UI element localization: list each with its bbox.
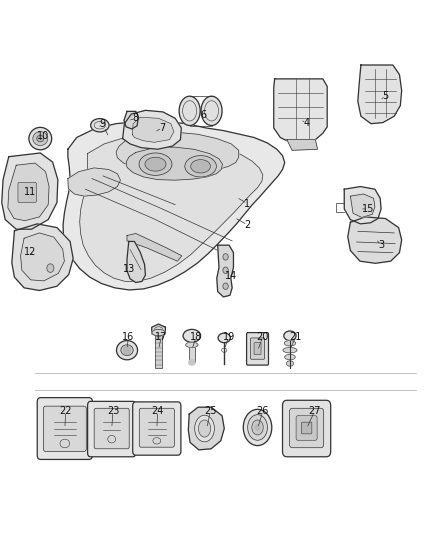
Polygon shape xyxy=(12,224,73,290)
Ellipse shape xyxy=(185,156,216,177)
Ellipse shape xyxy=(248,415,267,440)
Polygon shape xyxy=(188,407,224,450)
Text: 7: 7 xyxy=(159,123,165,133)
Polygon shape xyxy=(21,233,64,281)
Ellipse shape xyxy=(183,329,201,342)
Polygon shape xyxy=(2,153,58,229)
Polygon shape xyxy=(63,122,285,290)
Circle shape xyxy=(223,254,228,260)
Text: 6: 6 xyxy=(201,110,207,119)
Ellipse shape xyxy=(186,342,198,348)
Ellipse shape xyxy=(285,354,295,360)
Ellipse shape xyxy=(139,153,172,175)
Ellipse shape xyxy=(191,160,211,173)
Text: 15: 15 xyxy=(362,204,374,214)
Ellipse shape xyxy=(218,333,230,343)
FancyBboxPatch shape xyxy=(94,408,129,449)
Text: 24: 24 xyxy=(152,407,164,416)
Polygon shape xyxy=(127,241,145,282)
Polygon shape xyxy=(358,65,402,124)
Polygon shape xyxy=(348,217,402,263)
Text: 17: 17 xyxy=(155,332,167,342)
Text: 1: 1 xyxy=(244,199,251,208)
Polygon shape xyxy=(123,110,181,149)
Text: 13: 13 xyxy=(123,264,135,273)
Polygon shape xyxy=(127,233,182,261)
Text: 22: 22 xyxy=(60,407,72,416)
Ellipse shape xyxy=(286,361,293,366)
Polygon shape xyxy=(124,111,138,129)
Ellipse shape xyxy=(283,348,297,353)
Ellipse shape xyxy=(284,331,296,341)
Text: 8: 8 xyxy=(133,114,139,123)
FancyBboxPatch shape xyxy=(88,401,136,457)
Text: 14: 14 xyxy=(225,271,237,280)
Polygon shape xyxy=(350,194,375,217)
FancyBboxPatch shape xyxy=(254,343,261,354)
Polygon shape xyxy=(126,147,223,180)
Ellipse shape xyxy=(121,345,133,356)
FancyBboxPatch shape xyxy=(251,338,265,359)
Ellipse shape xyxy=(29,127,52,150)
Ellipse shape xyxy=(252,420,263,435)
FancyBboxPatch shape xyxy=(189,343,195,362)
Text: 25: 25 xyxy=(204,407,216,416)
Text: 10: 10 xyxy=(37,131,49,141)
Polygon shape xyxy=(344,187,381,224)
Text: 11: 11 xyxy=(24,187,36,197)
FancyBboxPatch shape xyxy=(43,406,86,451)
Text: 27: 27 xyxy=(308,407,321,416)
Text: 4: 4 xyxy=(304,118,310,127)
Circle shape xyxy=(223,283,228,289)
Polygon shape xyxy=(116,132,239,173)
Text: 12: 12 xyxy=(24,247,36,256)
Ellipse shape xyxy=(145,157,166,171)
Polygon shape xyxy=(8,163,49,221)
Ellipse shape xyxy=(243,409,272,446)
Ellipse shape xyxy=(201,96,222,126)
Circle shape xyxy=(124,346,131,354)
FancyBboxPatch shape xyxy=(155,333,162,368)
Text: 3: 3 xyxy=(378,240,384,250)
Polygon shape xyxy=(152,324,166,337)
Text: 16: 16 xyxy=(122,332,134,342)
Polygon shape xyxy=(68,168,120,196)
Ellipse shape xyxy=(194,415,214,442)
Ellipse shape xyxy=(117,341,138,360)
Text: 9: 9 xyxy=(100,119,106,128)
Text: 18: 18 xyxy=(190,332,202,342)
Polygon shape xyxy=(132,117,174,142)
Polygon shape xyxy=(80,134,263,281)
Text: 26: 26 xyxy=(257,407,269,416)
FancyBboxPatch shape xyxy=(133,402,181,455)
Ellipse shape xyxy=(189,360,195,365)
Ellipse shape xyxy=(198,420,211,437)
Polygon shape xyxy=(274,79,327,143)
Text: 5: 5 xyxy=(382,91,389,101)
FancyBboxPatch shape xyxy=(301,422,312,434)
Ellipse shape xyxy=(284,341,296,346)
Text: 2: 2 xyxy=(244,220,251,230)
FancyBboxPatch shape xyxy=(290,408,324,448)
Text: 23: 23 xyxy=(107,407,119,416)
Ellipse shape xyxy=(179,96,200,126)
FancyBboxPatch shape xyxy=(18,182,36,203)
FancyBboxPatch shape xyxy=(296,416,317,440)
FancyBboxPatch shape xyxy=(283,400,331,457)
Ellipse shape xyxy=(33,132,48,146)
Text: 19: 19 xyxy=(223,332,235,342)
FancyBboxPatch shape xyxy=(139,408,174,447)
Polygon shape xyxy=(217,245,233,297)
Circle shape xyxy=(47,264,54,272)
Ellipse shape xyxy=(91,118,109,132)
Circle shape xyxy=(223,267,228,273)
Text: 20: 20 xyxy=(257,332,269,342)
FancyBboxPatch shape xyxy=(37,398,92,459)
Ellipse shape xyxy=(37,135,44,142)
Ellipse shape xyxy=(152,329,165,336)
FancyBboxPatch shape xyxy=(247,333,268,365)
Text: 21: 21 xyxy=(290,332,302,342)
Polygon shape xyxy=(287,140,318,150)
Ellipse shape xyxy=(255,425,260,430)
